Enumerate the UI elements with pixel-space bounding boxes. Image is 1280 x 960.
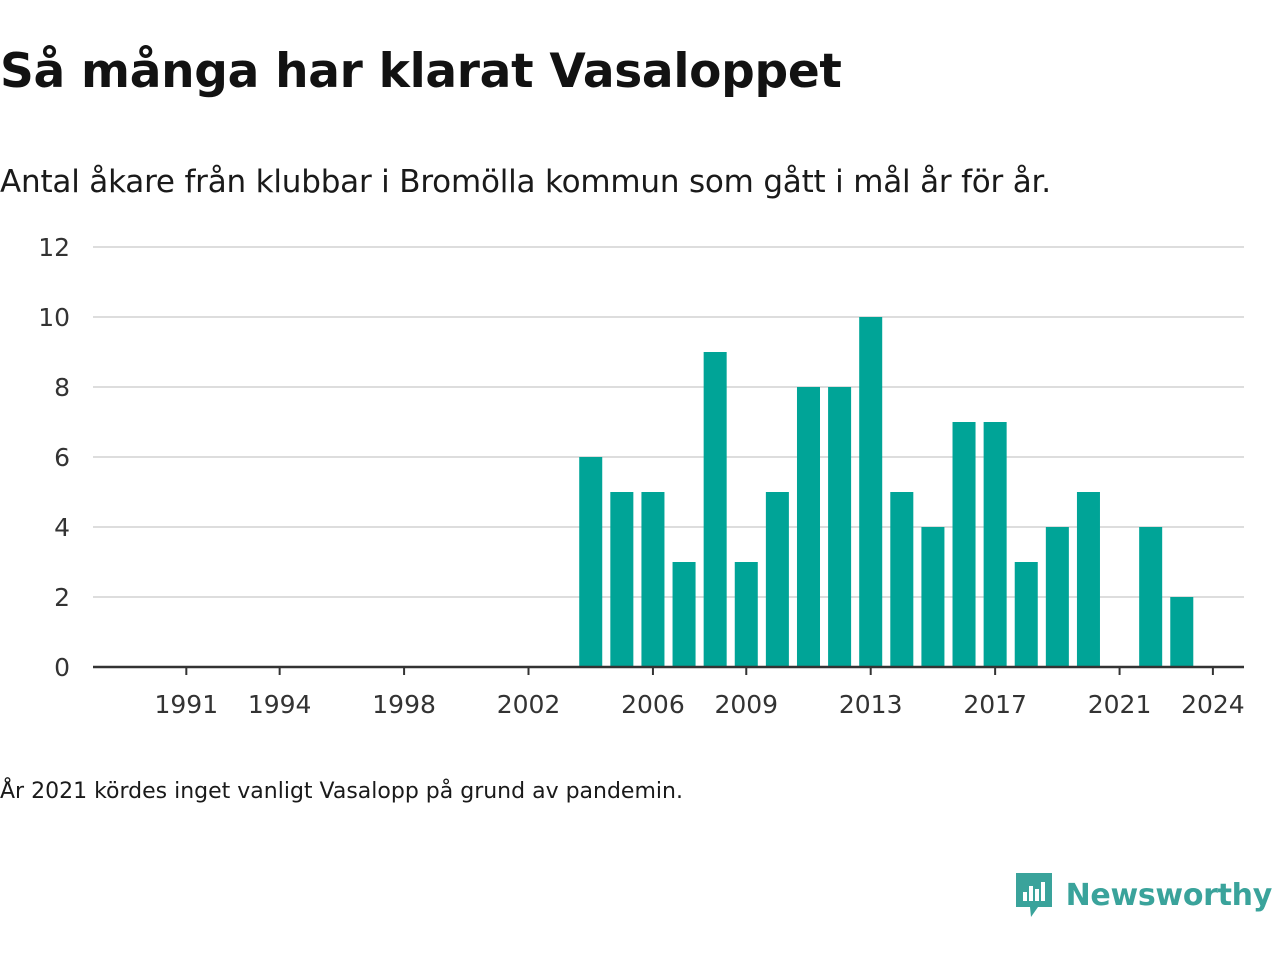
bar (703, 352, 727, 667)
y-tick-label: 12 (38, 233, 70, 262)
x-tick-label: 1998 (372, 690, 436, 719)
chart-title: Så många har klarat Vasaloppet (0, 44, 842, 99)
y-tick-label: 10 (38, 303, 70, 332)
x-tick-label: 2024 (1181, 690, 1245, 719)
y-tick-label: 2 (54, 583, 70, 612)
bar (610, 492, 634, 667)
chart-subtitle: Antal åkare från klubbar i Bromölla komm… (0, 164, 1051, 200)
y-tick-label: 6 (54, 443, 70, 472)
x-tick-label: 2002 (497, 690, 561, 719)
bar (765, 492, 789, 667)
brand-name: Newsworthy (1065, 877, 1273, 913)
x-tick-label: 1994 (248, 690, 312, 719)
bar (672, 562, 696, 667)
bar (1014, 562, 1038, 667)
bar (641, 492, 665, 667)
bar (890, 492, 914, 667)
bar (796, 387, 820, 667)
x-tick-label: 2021 (1088, 690, 1152, 719)
x-tick-label: 1991 (155, 690, 219, 719)
y-tick-label: 4 (54, 513, 70, 542)
bar (1076, 492, 1100, 667)
bar-chart: 0 2 4 6 8 10 12 1991 1994 1998 2002 2006 2009 2013 201… (38, 233, 1245, 719)
brand-logo: Newsworthy (1014, 870, 1272, 920)
bar (983, 422, 1007, 667)
bar (859, 317, 883, 667)
bar (734, 562, 758, 667)
x-tick-label: 2013 (839, 690, 903, 719)
bar (1170, 597, 1194, 667)
y-tick-label: 0 (54, 653, 70, 682)
bar (921, 527, 945, 667)
y-tick-label: 8 (54, 373, 70, 402)
bar (952, 422, 976, 667)
x-tick-label: 2006 (621, 690, 685, 719)
bar (1045, 527, 1069, 667)
newsworthy-logo-icon (1015, 873, 1052, 917)
bar (579, 457, 603, 667)
bar (828, 387, 852, 667)
chart-footnote: År 2021 kördes inget vanligt Vasalopp på… (0, 779, 683, 804)
bar (1139, 527, 1163, 667)
x-tick-label: 2017 (963, 690, 1027, 719)
x-tick-label: 2009 (714, 690, 778, 719)
